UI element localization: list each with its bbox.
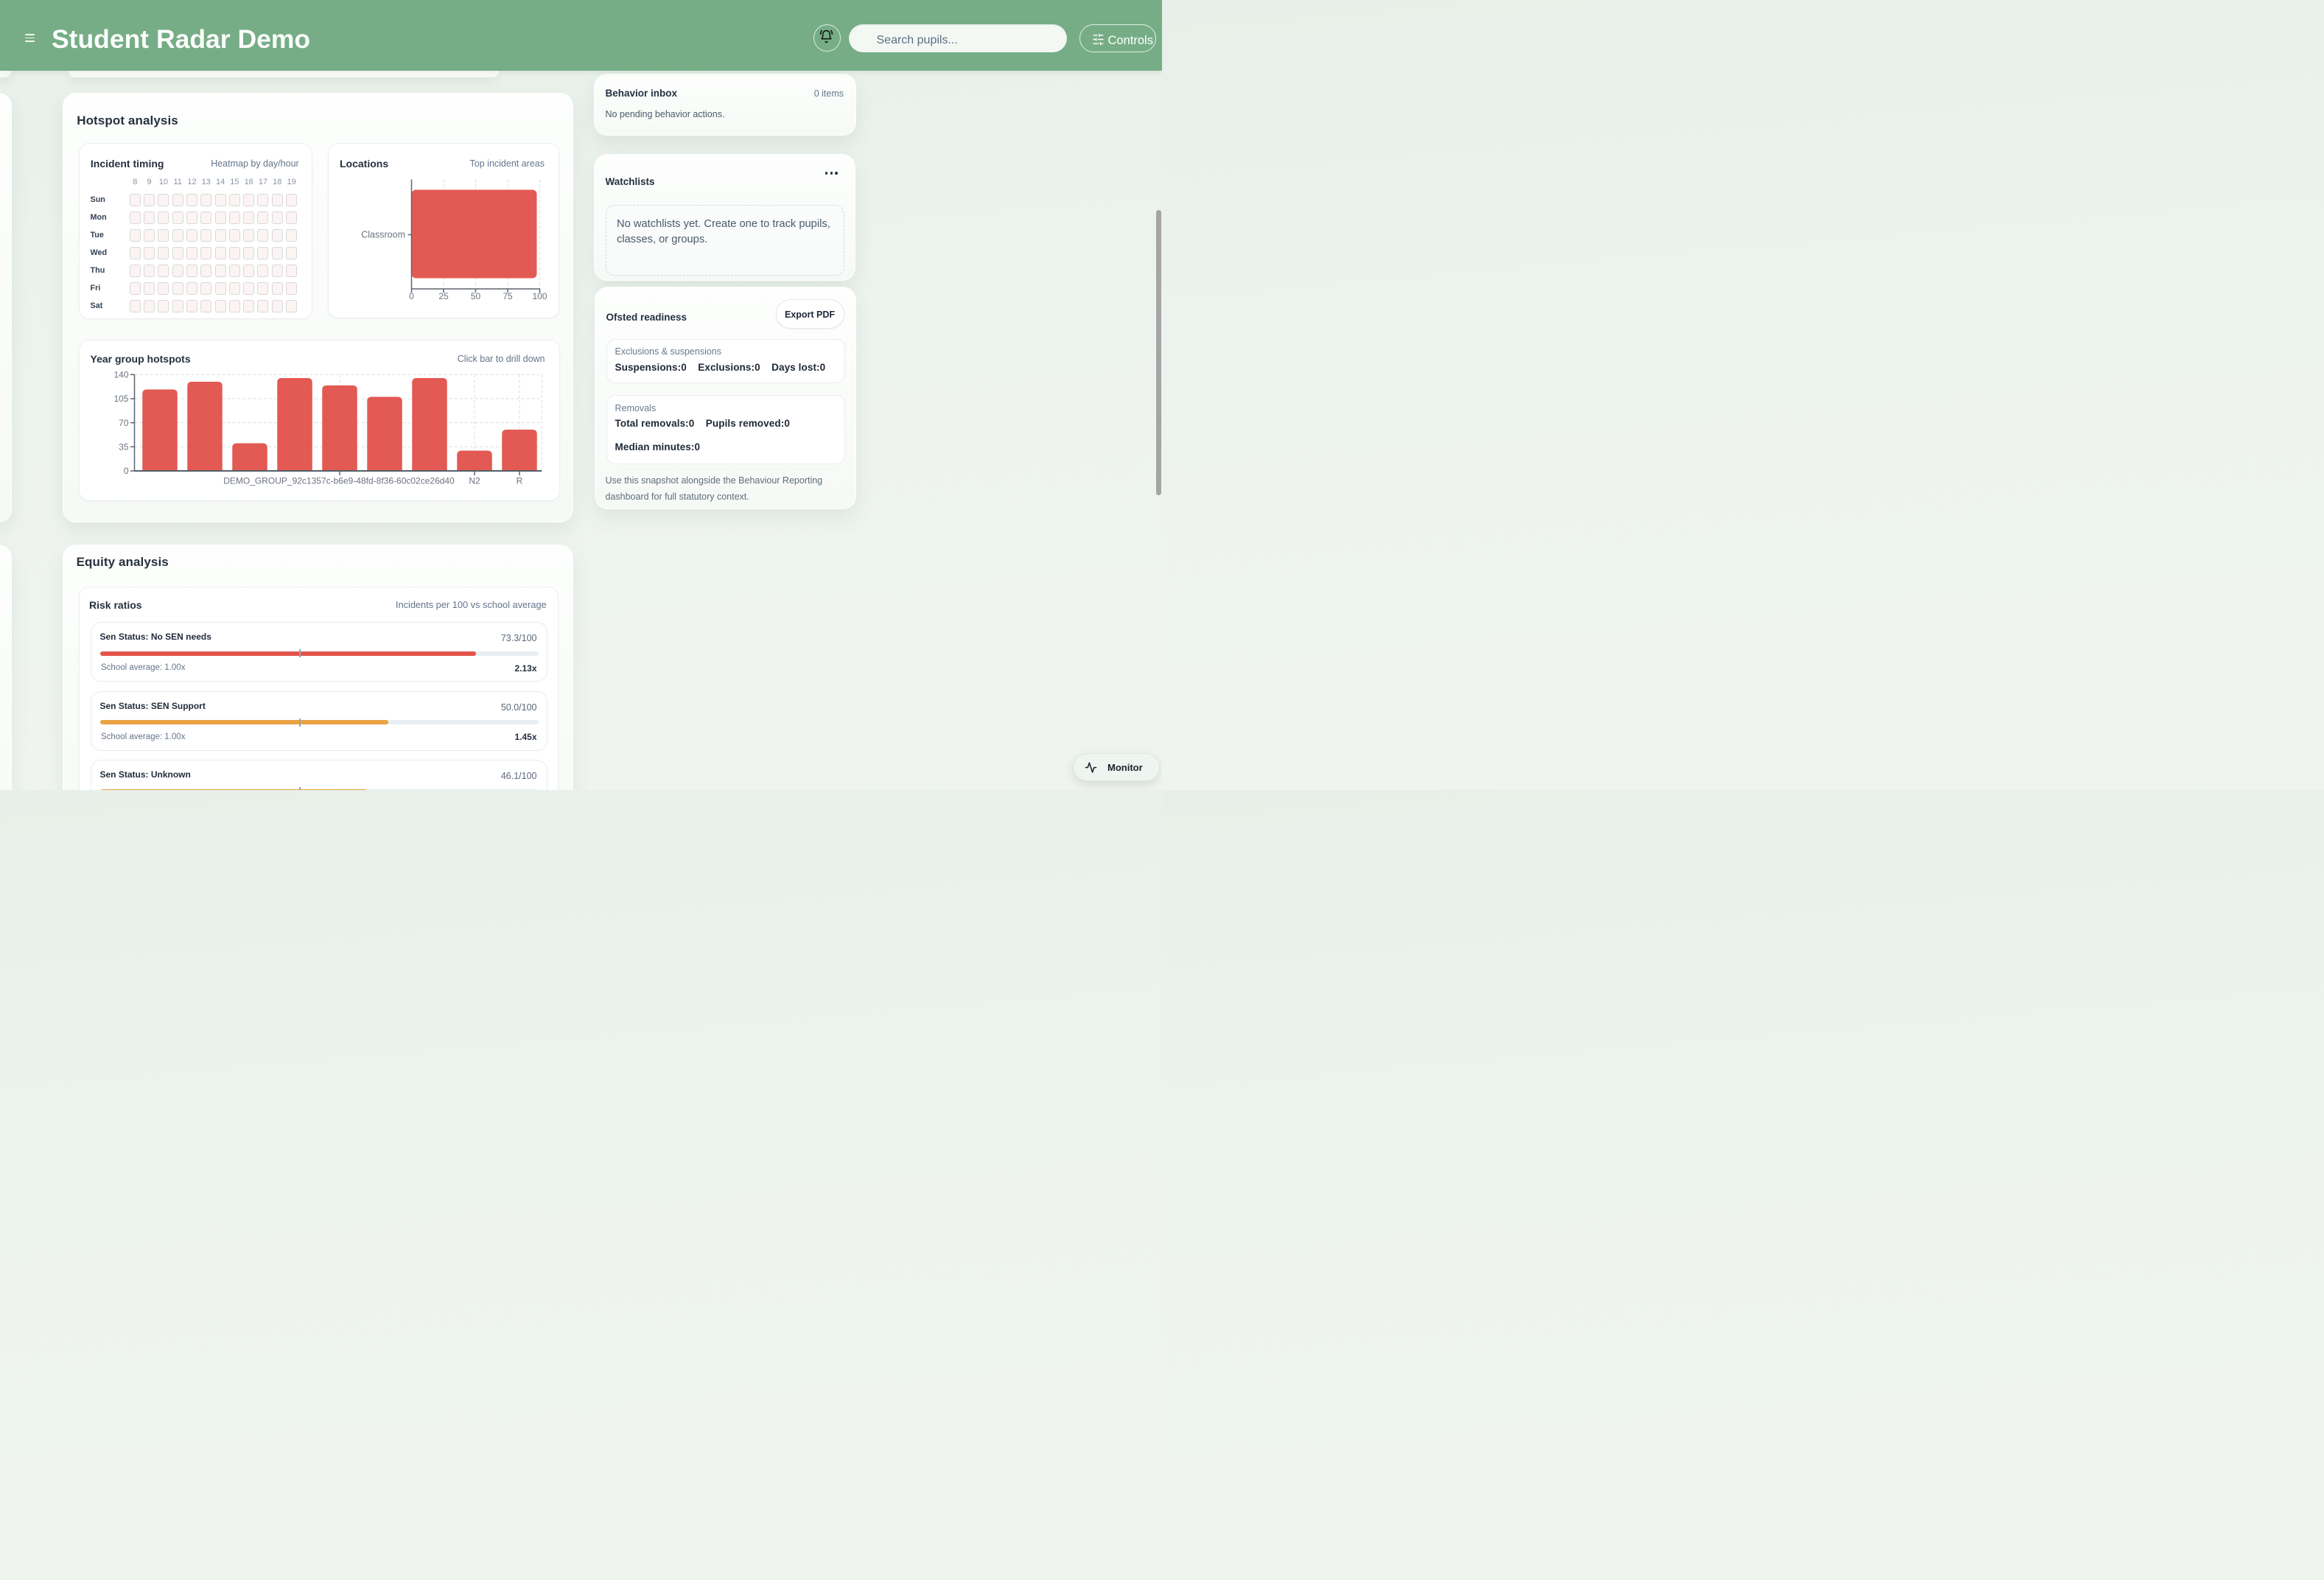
svg-text:0: 0 — [409, 291, 414, 301]
svg-text:R: R — [516, 476, 522, 486]
svg-text:100: 100 — [532, 291, 547, 301]
svg-text:DEMO_GROUP_92c1357c-b6e9-48fd-: DEMO_GROUP_92c1357c-b6e9-48fd-8f36-60c02… — [223, 476, 455, 486]
svg-text:140: 140 — [113, 370, 128, 380]
svg-text:35: 35 — [119, 442, 129, 452]
svg-text:N2: N2 — [469, 476, 480, 486]
svg-text:0: 0 — [123, 466, 128, 476]
svg-text:105: 105 — [113, 394, 128, 404]
svg-text:75: 75 — [503, 291, 513, 301]
svg-text:50: 50 — [471, 291, 481, 301]
svg-text:Classroom: Classroom — [361, 230, 405, 240]
svg-text:70: 70 — [119, 418, 129, 428]
svg-text:25: 25 — [438, 291, 449, 301]
